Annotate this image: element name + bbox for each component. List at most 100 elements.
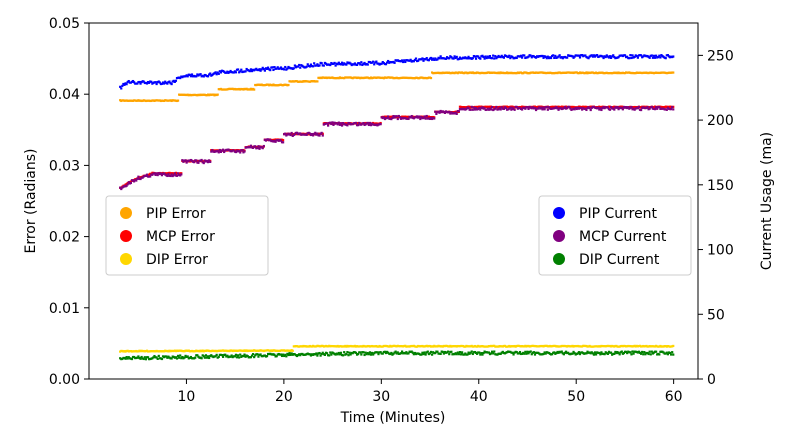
data-point [375, 60, 378, 63]
data-point [190, 73, 194, 76]
data-point [274, 140, 277, 143]
data-point [179, 354, 182, 357]
data-point [360, 61, 363, 64]
data-point [597, 106, 600, 109]
left-y-tick-label: 0.01 [49, 301, 80, 317]
data-point [195, 159, 198, 162]
data-point [139, 82, 142, 85]
data-point [189, 75, 193, 78]
data-point [481, 106, 484, 109]
data-point [340, 61, 344, 64]
data-point [240, 68, 243, 71]
data-point [457, 353, 460, 356]
data-point [145, 82, 149, 85]
data-point [170, 82, 173, 86]
data-point [428, 352, 432, 355]
data-point [455, 353, 458, 356]
data-point [284, 132, 287, 135]
legend-marker [120, 253, 132, 265]
data-point [630, 56, 633, 60]
data-point [598, 351, 601, 355]
data-point [186, 355, 189, 358]
data-point [286, 352, 289, 355]
legend-marker [120, 230, 132, 242]
data-point [180, 357, 183, 360]
data-point [254, 145, 257, 148]
data-point [633, 108, 636, 111]
legend-label: MCP Error [146, 229, 215, 245]
data-point [208, 159, 211, 162]
data-point [455, 112, 458, 115]
data-point [136, 356, 139, 359]
data-point [156, 357, 159, 360]
data-point [149, 175, 152, 178]
data-point [346, 124, 349, 127]
data-point [218, 70, 221, 73]
data-point [527, 55, 530, 58]
data-point [160, 357, 164, 361]
data-point [494, 55, 497, 58]
data-point [459, 353, 463, 356]
data-point [368, 121, 372, 125]
data-point [315, 352, 318, 355]
data-point [427, 59, 430, 62]
data-point [530, 56, 533, 59]
data-point [425, 114, 428, 118]
data-point [170, 173, 173, 176]
data-point [353, 62, 357, 65]
data-point [369, 353, 373, 356]
data-point [337, 61, 340, 64]
data-point [412, 60, 415, 63]
data-point [359, 351, 362, 354]
data-point [127, 356, 130, 359]
data-point [577, 54, 581, 57]
data-point [524, 350, 527, 353]
data-point [217, 72, 220, 75]
data-point [166, 174, 169, 178]
legend-right: PIP Current MCP Current DIP Current [538, 195, 692, 276]
data-point [229, 355, 232, 358]
data-point [566, 107, 569, 110]
data-point [392, 114, 395, 118]
data-point [155, 82, 158, 86]
data-point [131, 79, 135, 83]
data-point [216, 149, 219, 153]
data-point [498, 106, 501, 110]
data-point [214, 71, 217, 74]
data-point [308, 65, 311, 68]
data-point [517, 352, 521, 355]
data-point [551, 353, 554, 356]
data-point [560, 350, 563, 353]
data-point [321, 351, 324, 354]
data-point [502, 107, 505, 111]
data-point [636, 56, 639, 59]
data-point [265, 67, 269, 70]
data-point [527, 107, 530, 111]
data-point [276, 66, 279, 69]
data-point [670, 108, 673, 111]
data-point [523, 352, 526, 355]
data-point [275, 67, 278, 70]
data-point [273, 353, 276, 356]
data-point [450, 350, 453, 353]
data-point [127, 181, 130, 184]
data-point [355, 63, 359, 66]
data-point [620, 350, 623, 353]
data-point [136, 82, 139, 85]
data-point [397, 114, 400, 118]
data-point [348, 122, 351, 125]
data-point [306, 63, 309, 66]
legend-marker [553, 253, 565, 265]
data-point [137, 175, 140, 178]
data-point [336, 63, 339, 66]
data-point [244, 355, 247, 358]
data-point [439, 109, 442, 113]
data-point [541, 54, 544, 58]
data-point [206, 355, 210, 358]
data-point [256, 353, 259, 356]
data-point [262, 144, 265, 148]
data-point [292, 67, 295, 70]
data-point [200, 158, 203, 162]
data-point [358, 62, 361, 65]
data-point [617, 108, 620, 111]
